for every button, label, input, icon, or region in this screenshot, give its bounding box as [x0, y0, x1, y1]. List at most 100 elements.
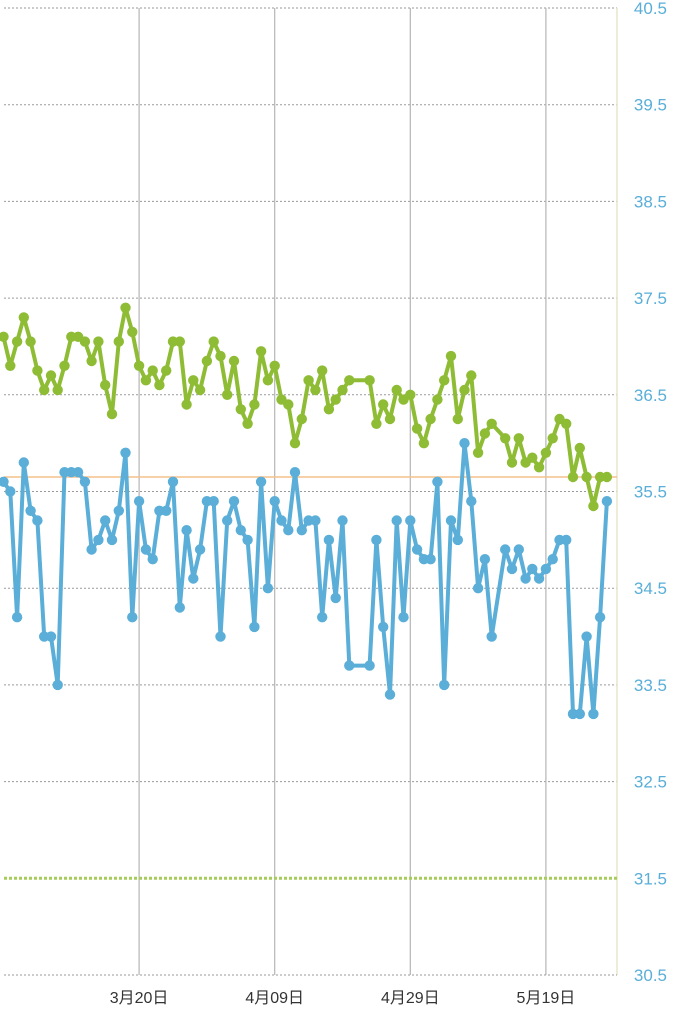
data-point: [283, 525, 294, 536]
data-point: [106, 408, 118, 420]
data-point: [384, 413, 396, 425]
data-point: [337, 384, 348, 396]
data-point: [445, 515, 457, 526]
data-point: [86, 544, 97, 555]
y-tick-label: 39.5: [634, 96, 667, 115]
data-point: [364, 375, 375, 386]
data-point: [459, 384, 470, 396]
y-tick-label: 37.5: [634, 289, 667, 308]
data-point: [100, 515, 111, 526]
data-point: [188, 375, 199, 386]
data-point: [133, 496, 145, 507]
data-point: [439, 375, 450, 386]
data-point: [500, 544, 511, 555]
data-point: [140, 375, 152, 386]
data-point: [161, 505, 172, 516]
data-point: [466, 370, 477, 381]
data-point: [194, 384, 206, 396]
data-point: [45, 631, 57, 642]
data-point: [208, 336, 219, 347]
x-axis-labels: 3月20日 4月09日 4月29日 5月19日: [110, 990, 576, 1007]
data-point: [228, 496, 240, 507]
data-point: [262, 583, 274, 594]
data-point: [86, 355, 97, 367]
data-point: [283, 399, 294, 410]
data-point: [93, 336, 104, 347]
data-point: [513, 544, 524, 555]
data-point: [378, 621, 389, 633]
series: [0, 302, 613, 720]
data-point: [235, 404, 246, 415]
data-point: [445, 350, 457, 362]
data-point: [11, 612, 23, 623]
data-point: [506, 457, 518, 468]
data-point: [472, 447, 484, 458]
data-point: [235, 525, 246, 536]
data-point: [425, 554, 436, 565]
data-point: [113, 336, 125, 347]
data-point: [303, 375, 314, 386]
y-axis-labels: 40.5 39.5 38.5 37.5 36.5 35.5 34.5 33.5 32.5 31.5…: [634, 0, 667, 985]
y-tick-label: 36.5: [634, 386, 667, 405]
data-point: [601, 471, 613, 483]
data-point: [174, 602, 185, 613]
data-point: [540, 447, 552, 458]
data-point: [581, 471, 592, 483]
data-point: [242, 534, 253, 546]
data-point: [201, 355, 213, 367]
data-point: [113, 505, 125, 516]
data-point: [255, 346, 267, 357]
data-point: [188, 573, 199, 584]
y-tick-label: 34.5: [634, 579, 667, 598]
x-tick-label: 4月09日: [245, 990, 304, 1007]
data-point: [228, 355, 240, 367]
data-point: [25, 336, 36, 347]
data-point: [317, 365, 328, 376]
data-point: [323, 534, 335, 546]
data-point: [100, 379, 111, 391]
data-point: [344, 375, 355, 386]
data-point: [52, 384, 63, 396]
data-point: [5, 360, 16, 371]
data-point: [337, 515, 348, 526]
data-point: [276, 515, 287, 526]
data-point: [296, 525, 307, 536]
data-point: [310, 384, 321, 396]
data-point: [215, 631, 226, 642]
data-point: [181, 525, 192, 536]
data-point: [45, 370, 57, 381]
data-point: [18, 312, 29, 323]
data-point: [25, 505, 36, 516]
data-point: [127, 326, 138, 338]
data-point: [486, 631, 497, 642]
data-point: [120, 447, 131, 458]
data-point: [398, 612, 409, 623]
data-point: [574, 708, 585, 720]
data-point: [167, 476, 179, 487]
data-point: [405, 515, 416, 526]
data-point: [127, 612, 138, 623]
data-point: [161, 365, 172, 376]
data-point: [32, 365, 43, 376]
data-point: [520, 573, 531, 584]
data-point: [330, 592, 341, 604]
data-point: [0, 476, 9, 487]
data-point: [323, 404, 335, 415]
data-point: [506, 563, 518, 575]
data-point: [588, 708, 599, 720]
data-point: [588, 500, 599, 512]
data-point: [269, 496, 280, 507]
data-point: [561, 534, 572, 546]
y-tick-label: 40.5: [634, 0, 667, 18]
data-point: [500, 433, 511, 444]
data-point: [296, 413, 307, 425]
data-point: [581, 631, 592, 642]
data-point: [5, 486, 16, 497]
data-point: [147, 365, 158, 376]
data-point: [371, 534, 382, 546]
data-point: [208, 496, 219, 507]
data-point: [120, 302, 131, 313]
data-point: [222, 515, 233, 526]
data-point: [574, 442, 585, 454]
data-point: [567, 471, 579, 483]
